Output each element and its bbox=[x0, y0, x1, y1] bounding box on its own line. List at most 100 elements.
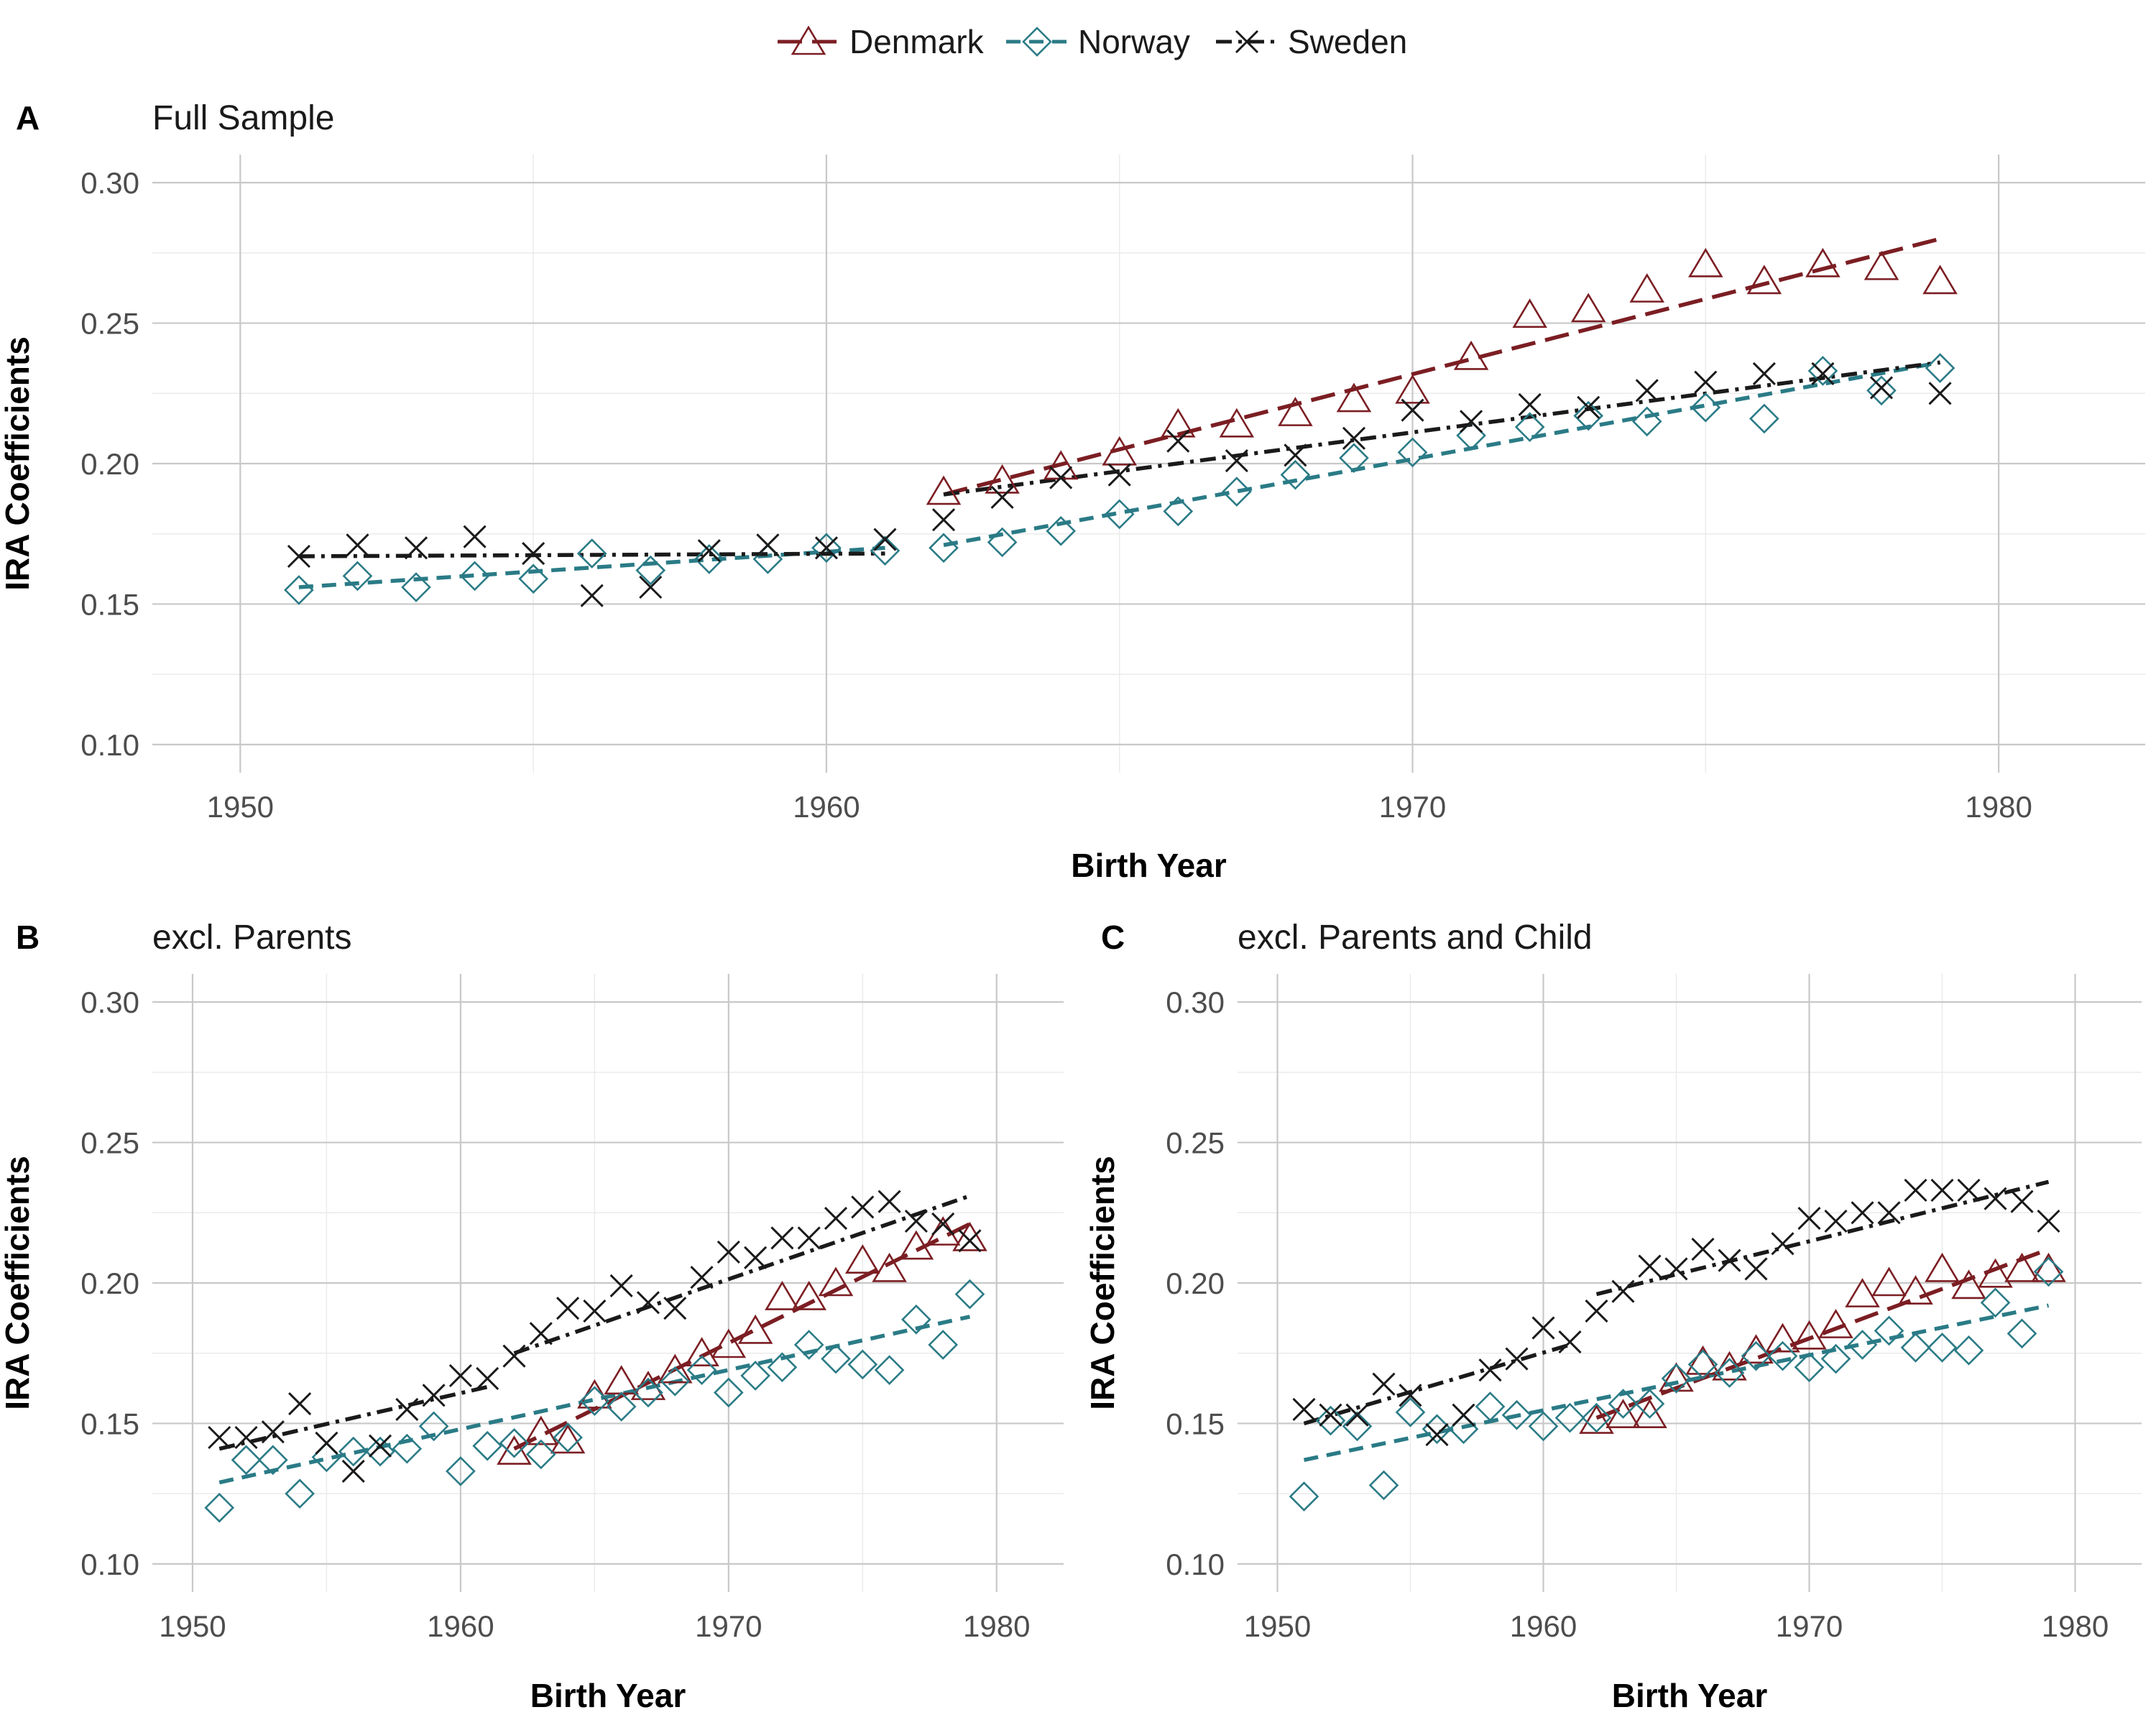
point-denmark bbox=[550, 1424, 586, 1454]
legend-label-denmark: Denmark bbox=[849, 23, 985, 60]
legend-item-sweden: Sweden bbox=[1216, 23, 1407, 60]
point-sweden bbox=[873, 528, 897, 551]
y-tick-label: 0.15 bbox=[80, 587, 139, 621]
panel-c-excl-parents-and-child: 1950 1960 1970 1980 0.10 0.15 0.20 0.25 0.30 C exc… bbox=[1084, 919, 2142, 1714]
point-norway bbox=[1289, 1481, 1319, 1512]
point-sweden bbox=[1166, 429, 1190, 453]
point-norway bbox=[987, 527, 1018, 558]
point-norway bbox=[1807, 356, 1838, 386]
point-denmark bbox=[818, 1266, 854, 1297]
point-denmark bbox=[1805, 247, 1841, 277]
y-axis-title: IRA Coefficients bbox=[0, 1156, 36, 1410]
point-denmark bbox=[1606, 1399, 1641, 1429]
chart-legend: Denmark Norway Sweden bbox=[778, 23, 1407, 60]
point-sweden bbox=[288, 1392, 312, 1416]
point-norway bbox=[1221, 477, 1252, 507]
y-tick-label: 0.10 bbox=[80, 728, 139, 762]
point-denmark bbox=[523, 1415, 559, 1445]
point-sweden bbox=[1049, 466, 1073, 489]
point-denmark bbox=[791, 1281, 826, 1310]
point-sweden bbox=[395, 1397, 419, 1421]
point-norway bbox=[1900, 1333, 1931, 1363]
point-norway bbox=[874, 1355, 905, 1386]
point-norway bbox=[1953, 1335, 1984, 1366]
point-denmark bbox=[657, 1353, 693, 1384]
point-denmark bbox=[1922, 264, 1958, 295]
point-denmark bbox=[1579, 1404, 1614, 1434]
point-norway bbox=[1573, 400, 1604, 431]
point-denmark bbox=[898, 1230, 934, 1260]
point-norway bbox=[1925, 353, 1955, 383]
y-axis-title: IRA Coefficients bbox=[1084, 1156, 1121, 1410]
point-sweden bbox=[341, 1459, 365, 1483]
point-sweden bbox=[824, 1207, 848, 1230]
point-denmark bbox=[1688, 247, 1723, 277]
point-norway bbox=[1501, 1399, 1532, 1430]
point-norway bbox=[231, 1445, 262, 1476]
y-tick-label: 0.20 bbox=[1166, 1266, 1225, 1300]
point-sweden bbox=[931, 1212, 955, 1236]
x-tick-label: 1950 bbox=[159, 1609, 226, 1643]
point-sweden bbox=[1319, 1403, 1342, 1427]
point-sweden bbox=[583, 1300, 607, 1323]
point-sweden bbox=[2010, 1190, 2034, 1213]
point-sweden bbox=[463, 525, 487, 548]
point-sweden bbox=[476, 1366, 499, 1390]
point-sweden bbox=[1478, 1358, 1502, 1382]
series-sweden bbox=[1303, 1179, 2050, 1426]
x-tick-label: 1950 bbox=[1244, 1609, 1311, 1643]
legend-label-norway: Norway bbox=[1078, 23, 1190, 60]
point-sweden bbox=[639, 575, 663, 599]
point-norway bbox=[1163, 496, 1194, 527]
point-denmark bbox=[1632, 1399, 1667, 1429]
point-sweden bbox=[315, 1431, 338, 1455]
major-grid-b bbox=[152, 974, 1064, 1592]
point-denmark bbox=[1278, 397, 1313, 426]
point-norway bbox=[525, 1439, 556, 1470]
point-norway bbox=[929, 533, 959, 564]
point-norway bbox=[811, 533, 842, 564]
point-norway bbox=[713, 1377, 744, 1408]
point-norway bbox=[401, 572, 431, 602]
point-denmark bbox=[1871, 1266, 1907, 1297]
point-sweden bbox=[422, 1384, 446, 1407]
point-sweden bbox=[1664, 1257, 1688, 1281]
point-norway bbox=[1749, 403, 1779, 434]
point-sweden bbox=[1797, 1207, 1821, 1230]
fit-line-norway bbox=[218, 1315, 971, 1485]
point-sweden bbox=[931, 508, 956, 532]
fit-line-norway bbox=[943, 360, 1941, 548]
point-norway bbox=[1046, 515, 1077, 546]
point-norway bbox=[284, 575, 314, 605]
point-norway bbox=[1528, 1411, 1559, 1442]
point-sweden bbox=[1824, 1209, 1848, 1233]
point-norway bbox=[1448, 1414, 1479, 1445]
point-denmark bbox=[765, 1281, 800, 1310]
point-sweden bbox=[690, 1266, 714, 1289]
point-denmark bbox=[1746, 264, 1782, 295]
point-denmark bbox=[1978, 1258, 2013, 1288]
point-sweden bbox=[346, 533, 369, 557]
point-sweden bbox=[1399, 1384, 1422, 1407]
point-norway bbox=[1475, 1392, 1506, 1422]
point-sweden bbox=[1930, 1178, 1954, 1202]
point-sweden bbox=[1345, 1403, 1369, 1427]
x-tick-label: 1980 bbox=[1965, 790, 2032, 824]
point-norway bbox=[1395, 1397, 1426, 1427]
series-sweden bbox=[298, 360, 1940, 558]
point-norway bbox=[1847, 1330, 1878, 1360]
point-norway bbox=[635, 555, 666, 586]
point-denmark bbox=[1219, 408, 1255, 438]
fit-line-denmark bbox=[943, 236, 1941, 497]
point-sweden bbox=[1635, 379, 1659, 402]
x-axis-title: Birth Year bbox=[1612, 1677, 1768, 1714]
point-sweden bbox=[1752, 362, 1776, 385]
series-denmark bbox=[943, 236, 1941, 497]
point-sweden bbox=[663, 1297, 687, 1320]
point-sweden bbox=[1718, 1248, 1741, 1272]
point-sweden bbox=[717, 1240, 740, 1264]
point-norway bbox=[1980, 1287, 2011, 1318]
point-sweden bbox=[1611, 1279, 1635, 1303]
x-axis-title: Birth Year bbox=[530, 1677, 686, 1714]
point-norway bbox=[1581, 1402, 1612, 1433]
